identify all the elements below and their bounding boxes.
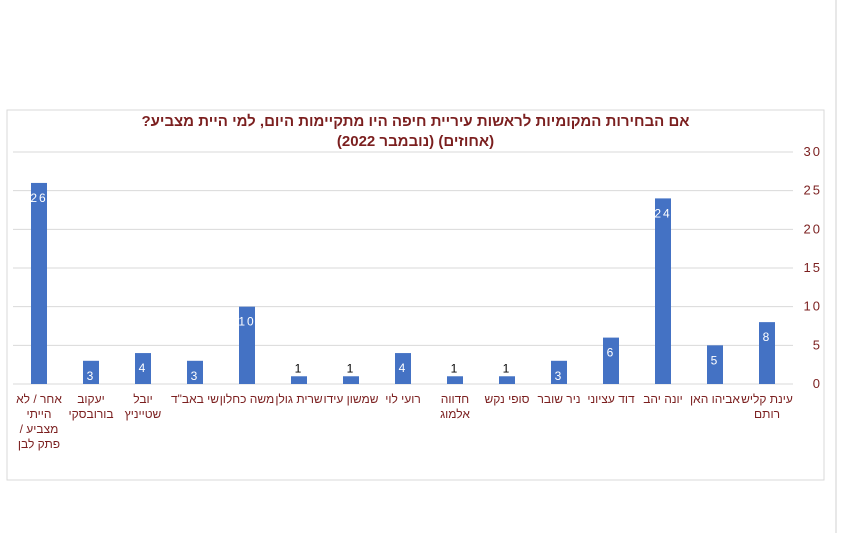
bar [343,376,359,384]
x-tick-label: אביהו האן [690,392,740,406]
x-tick-label: חדווה אלמוג [440,392,470,421]
bar [239,306,255,384]
data-label: 6 [607,346,616,360]
x-tick-label: דוד עציוני [587,392,635,406]
data-label: 1 [503,361,512,375]
data-label: 24 [654,206,671,220]
bar [759,322,775,384]
y-tick-label: 30 [804,144,822,159]
x-tick-label: שמשון עידו [323,392,379,406]
y-tick-label: 0 [813,376,822,391]
x-tick-label: יונה יהב [643,392,683,406]
y-tick-label: 20 [804,221,822,236]
data-label: 4 [399,361,408,375]
data-label: 8 [763,330,772,344]
data-label: 1 [451,361,460,375]
bar [447,376,463,384]
x-tick-label: יובל שטייניץ [124,392,162,421]
x-tick-label: סופי נקש [484,392,530,406]
bar [291,376,307,384]
bar [707,345,723,384]
bar [603,337,619,384]
bar [655,198,671,384]
chart-frame [6,109,825,481]
bar [31,182,47,384]
data-label: 1 [295,361,304,375]
data-label: 5 [711,353,720,367]
bar [551,360,567,384]
bar [187,360,203,384]
data-label: 3 [87,369,96,383]
data-label: 26 [30,191,47,205]
y-tick-label: 25 [804,183,822,198]
bar [499,376,515,384]
bar [83,360,99,384]
bar [135,353,151,384]
x-tick-label: יעקוב בורובסקי [68,392,114,421]
data-label: 4 [139,361,148,375]
x-tick-label: אחר / לא הייתי מצביע / פתק לבן [16,392,62,451]
data-label: 3 [555,369,564,383]
y-tick-label: 5 [813,337,822,352]
x-tick-label: רועי לוי [385,392,421,406]
bar [395,353,411,384]
x-tick-label: משה כחלון [219,392,275,406]
x-tick-label: שי באב"ד [170,392,219,406]
chart-title: אם הבחירות המקומיות לראשות עיריית חיפה ה… [141,113,690,130]
chart-subtitle: (אחוזים) (נובמבר 2022) [336,133,495,150]
data-label: 1 [347,361,356,375]
x-tick-label: שרית גולן [275,392,323,406]
y-tick-label: 10 [804,299,822,314]
x-tick-label: עינת קליש רותם [741,392,793,421]
y-tick-label: 15 [804,260,822,275]
data-label: 3 [191,369,200,383]
x-tick-label: ניר שובר [537,392,581,406]
data-label: 10 [238,315,255,329]
